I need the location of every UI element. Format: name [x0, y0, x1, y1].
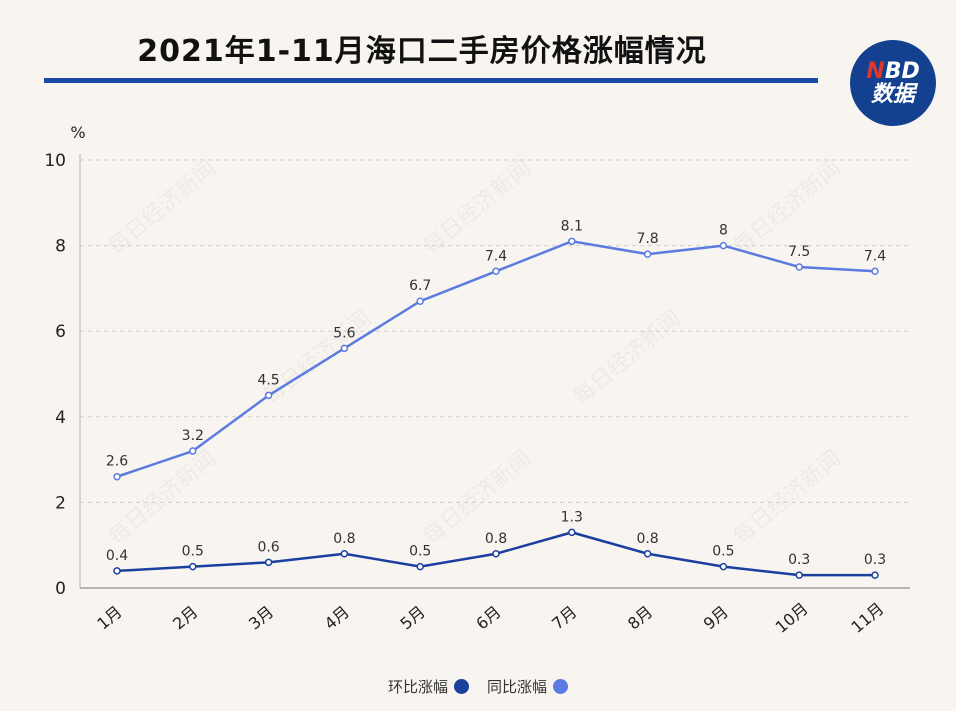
data-label: 0.3: [864, 552, 886, 568]
data-label: 2.6: [106, 454, 128, 470]
data-label: 4.5: [257, 372, 279, 388]
axes: [79, 154, 910, 589]
grid-lines: [80, 159, 910, 503]
series-layer: 2.6 3.2 4.5 5.6 6.7 7.4 8.1 7.8 8 7.5 7.4 0.4 0.5 0.6…: [106, 218, 886, 579]
x-tick-label: 4月: [321, 602, 353, 633]
data-point: [113, 472, 121, 481]
data-point: [719, 241, 728, 250]
x-tick-label: 6月: [472, 602, 504, 633]
data-label: 0.8: [485, 531, 507, 547]
nbd-logo: NBD 数据: [850, 40, 936, 126]
x-tick-label: 2月: [169, 602, 201, 633]
data-point: [871, 571, 879, 579]
data-label: 5.6: [333, 325, 355, 341]
x-tick-labels: 1月 2月 3月 4月 5月 6月 7月 8月 9月 10月 11月: [93, 599, 887, 637]
logo-letters-bd: BD: [884, 58, 920, 84]
series-line-0: [116, 240, 876, 478]
y-axis-unit-label: %: [70, 123, 85, 142]
data-label: 3.2: [182, 428, 204, 444]
data-point: [568, 237, 576, 246]
data-point: [416, 297, 424, 305]
y-tick-label: 8: [55, 237, 66, 257]
y-tick-label: 0: [55, 579, 66, 599]
data-point: [189, 447, 197, 455]
x-tick-label: 1月: [93, 602, 125, 633]
data-point: [492, 267, 500, 276]
legend-swatch-mom: [454, 679, 469, 694]
data-point: [643, 550, 652, 558]
data-label: 0.6: [257, 539, 279, 555]
data-point: [113, 567, 121, 575]
data-label: 7.8: [636, 231, 658, 247]
data-point: [189, 562, 197, 571]
title-underline: [44, 78, 818, 83]
legend-label-mom: 环比涨幅: [387, 678, 448, 696]
data-label: 6.7: [409, 278, 431, 294]
data-point: [264, 558, 273, 567]
legend-item-mom[interactable]: 环比涨幅: [388, 676, 469, 697]
data-point: [568, 528, 576, 537]
x-tick-label: 9月: [700, 602, 732, 633]
data-label: 0.5: [182, 544, 204, 560]
chart-title: 2021年1-11月海口二手房价格涨幅情况: [137, 34, 707, 69]
data-label: 0.5: [409, 544, 431, 560]
data-label: 0.4: [106, 548, 128, 564]
data-label: 0.8: [333, 531, 355, 547]
data-label: 8.1: [561, 218, 583, 234]
data-label: 1.3: [561, 509, 583, 525]
x-tick-label: 5月: [397, 602, 429, 633]
x-tick-label: 8月: [624, 602, 656, 633]
data-label: 8: [719, 223, 728, 239]
logo-letter-n: N: [866, 58, 885, 84]
legend-label-yoy: 同比涨幅: [487, 678, 548, 696]
data-point: [416, 562, 424, 571]
y-tick-label: 10: [44, 151, 66, 171]
legend-item-yoy[interactable]: 同比涨幅: [487, 676, 569, 697]
y-tick-label: 4: [55, 408, 66, 428]
legend-swatch-yoy: [553, 679, 569, 694]
data-point: [795, 571, 803, 579]
data-point: [643, 250, 652, 258]
x-tick-label: 3月: [245, 602, 277, 633]
y-tick-label: 2: [55, 493, 66, 513]
x-tick-label: 7月: [548, 602, 580, 633]
data-point: [340, 550, 349, 558]
data-point: [871, 267, 879, 276]
data-point: [264, 391, 273, 400]
x-tick-label: 11月: [847, 599, 887, 637]
data-label: 7.4: [864, 248, 886, 264]
y-tick-label: 6: [55, 322, 66, 342]
logo-data-text: 数据: [870, 82, 915, 107]
y-tick-labels: % 0 2 4 6 8 10: [44, 123, 85, 599]
data-point: [340, 344, 349, 353]
data-label: 7.5: [788, 244, 810, 260]
data-point: [795, 263, 803, 271]
x-tick-label: 10月: [772, 599, 812, 637]
data-label: 0.3: [788, 552, 810, 568]
data-label: 7.4: [485, 248, 507, 264]
data-label: 0.5: [712, 544, 734, 560]
data-point: [492, 550, 500, 558]
data-point: [719, 562, 728, 571]
legend: 环比涨幅 同比涨幅: [0, 676, 956, 697]
data-label: 0.8: [636, 531, 658, 547]
